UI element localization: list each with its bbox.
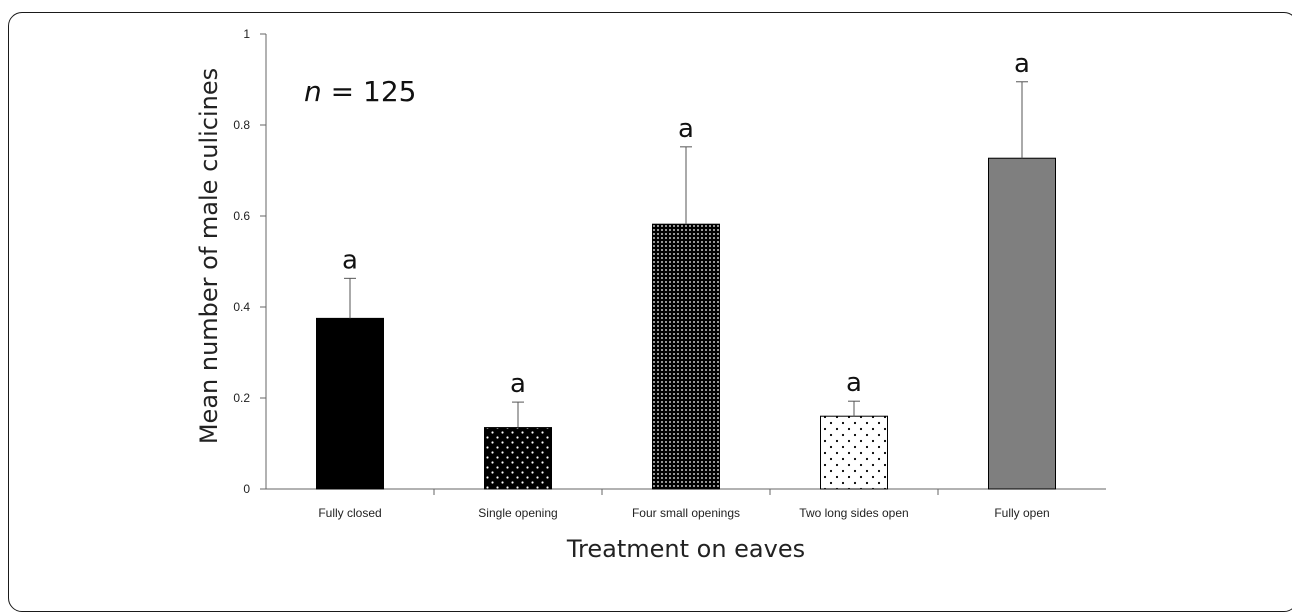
- x-axis-title: Treatment on eaves: [566, 535, 805, 561]
- x-tick-label: Single opening: [478, 506, 557, 520]
- bar-chart: 0 0.2 0.4 0.6 0.8 1 a a a a a Fully closed Single …: [195, 27, 1106, 561]
- significance-label: a: [342, 245, 358, 275]
- bar-single-opening: [484, 427, 552, 490]
- y-ticks: 0 0.2 0.4 0.6 0.8 1: [233, 27, 266, 496]
- bars: [316, 157, 1056, 490]
- y-tick-label: 0.4: [233, 300, 250, 314]
- significance-label: a: [1014, 49, 1030, 79]
- x-ticks: [433, 489, 939, 495]
- x-tick-label: Two long sides open: [799, 506, 908, 520]
- significance-label: a: [510, 369, 526, 399]
- x-tick-label: Fully closed: [318, 506, 381, 520]
- y-axis-title: Mean number of male culicines: [195, 68, 223, 444]
- bar-fully-open: [988, 157, 1056, 490]
- y-tick-label: 0.6: [233, 209, 250, 223]
- significance-label: a: [678, 114, 694, 144]
- bar-two-long-sides-open: [820, 415, 888, 490]
- y-tick-label: 0.2: [233, 391, 250, 405]
- x-tick-label: Four small openings: [632, 506, 740, 520]
- bar-fully-closed: [316, 317, 384, 490]
- sample-size-annotation: n = 125: [304, 75, 416, 108]
- significance-label: a: [846, 368, 862, 398]
- category-labels: Fully closed Single opening Four small ope…: [318, 506, 1049, 520]
- y-tick-label: 0: [243, 482, 250, 496]
- error-bars: [344, 81, 1028, 428]
- y-tick-label: 1: [243, 27, 250, 41]
- y-tick-label: 0.8: [233, 118, 250, 132]
- x-tick-label: Fully open: [994, 506, 1049, 520]
- significance-labels: a a a a a: [342, 49, 1030, 399]
- bar-four-small-openings: [652, 223, 720, 490]
